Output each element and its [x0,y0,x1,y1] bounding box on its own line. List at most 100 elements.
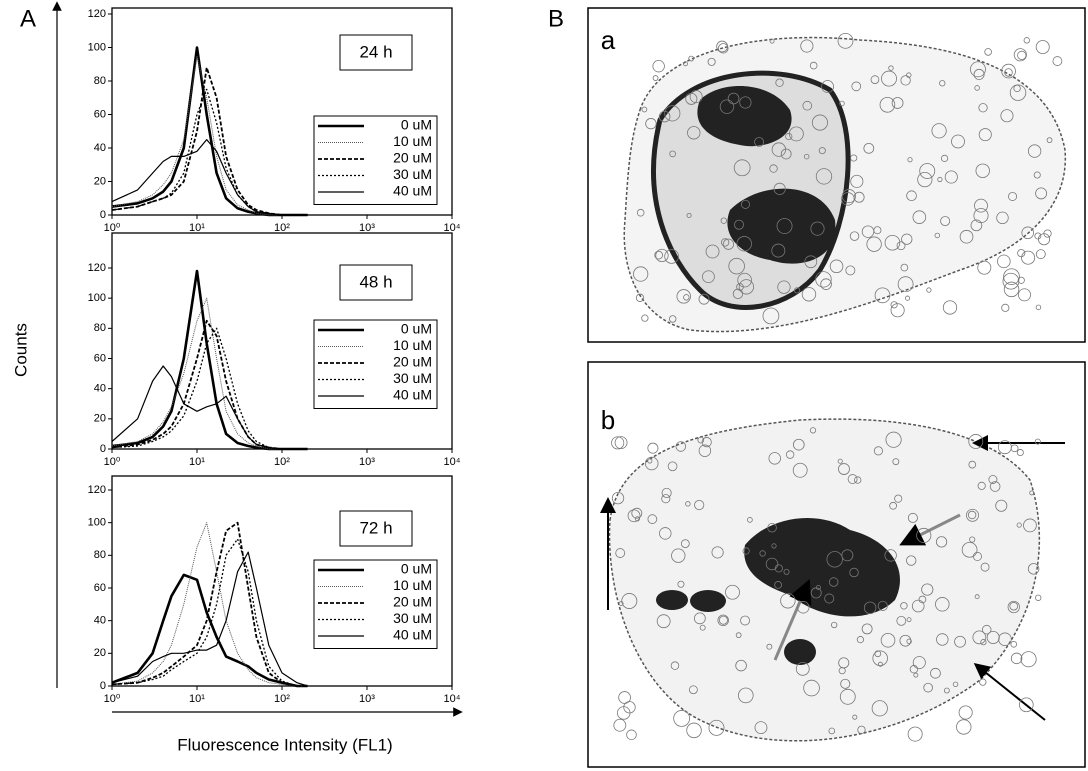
vesicle [907,157,913,163]
vesicle [618,691,631,704]
y-tick-label: 60 [94,352,106,364]
vesicle [765,557,779,571]
vesicle [732,288,744,299]
y-tick-label: 100 [88,292,106,304]
legend-box [313,115,438,205]
vesicle [837,458,843,464]
vesicle [1009,84,1027,101]
vesicle [906,190,917,201]
series-line [111,365,308,450]
legend-label: 10 uM [393,133,432,149]
vesicle [974,198,988,213]
vesicle [659,527,672,540]
vesicle [698,444,712,457]
vesicle [863,142,875,154]
legend-label: 30 uM [393,610,432,626]
vesicle [1003,281,1020,298]
vesicle [636,208,645,217]
vesicle [777,280,791,294]
vesicle [1027,563,1040,575]
vesicle [671,548,686,563]
vesicle [996,211,1009,225]
vesicle [1034,438,1041,445]
vesicle [647,442,659,454]
vesicle [885,431,902,448]
vesicle [613,718,627,732]
panel-label: B [548,5,564,32]
legend-label: 40 uM [393,183,432,199]
vesicle [615,548,626,558]
y-tick-label: 80 [94,549,106,561]
vesicle [829,259,844,274]
vesicle [854,476,862,484]
series-line [111,297,308,450]
vesicle [970,61,986,78]
vesicle [811,114,828,131]
y-tick-label: 40 [94,615,106,627]
vesicle [735,632,742,639]
vesicle [988,475,998,484]
series-line [111,55,308,216]
vesicle [995,499,1008,512]
arrow [773,578,812,661]
vesicle [934,232,941,239]
vesicle [1035,40,1050,55]
annotation-box [339,264,413,301]
vesicle [611,492,625,505]
vesicle [845,265,856,276]
vesicle [740,615,751,626]
vesicle [810,221,825,236]
vesicle [896,241,906,251]
vesicle [904,295,911,301]
vesicle [705,244,720,259]
vesicle [851,81,862,92]
vesicle [1010,652,1023,665]
annotation: 72 h [359,518,392,537]
vesicle [792,462,808,478]
vesicle [900,75,911,86]
vesicle [870,75,880,84]
vesicle [1035,594,1042,601]
vesicle [788,126,804,142]
legend-label: 20 uM [393,354,432,370]
vesicle [626,729,637,741]
vesicle [694,499,705,511]
vesicle [769,38,775,44]
vesicle [968,460,977,469]
vesicle [890,303,905,318]
vesicle [1001,63,1016,79]
vesicle [670,661,680,670]
vesicle [966,508,979,522]
vesicle [975,163,990,178]
vesicle [1018,288,1031,302]
vesicle [978,128,992,142]
vesicle [688,685,698,695]
y-tick-label: 20 [94,413,106,425]
vesicle [838,463,850,475]
x-tick-label: 10¹ [189,222,205,234]
arrow [973,663,1046,721]
vesicle [839,100,845,107]
vesicle [699,624,706,631]
vesicle [970,219,983,232]
vesicle [797,601,810,614]
vesicle [1009,601,1019,611]
vesicle [907,726,923,742]
vesicle [742,547,750,555]
vesicle [1046,137,1053,144]
series-line [111,327,308,450]
vesicle [936,633,949,646]
legend-label: 20 uM [393,594,432,610]
vesicle [771,142,787,157]
vesicle [978,103,988,113]
vesicle [830,621,838,629]
x-tick-label: 10⁰ [104,222,121,234]
vesicle [890,301,898,309]
vesicle [754,721,768,735]
vesicle [769,164,778,173]
vesicle [654,250,663,260]
vesicle [911,599,925,613]
vesicle [972,630,987,645]
vesicle [719,99,735,114]
vesicle [916,527,932,543]
